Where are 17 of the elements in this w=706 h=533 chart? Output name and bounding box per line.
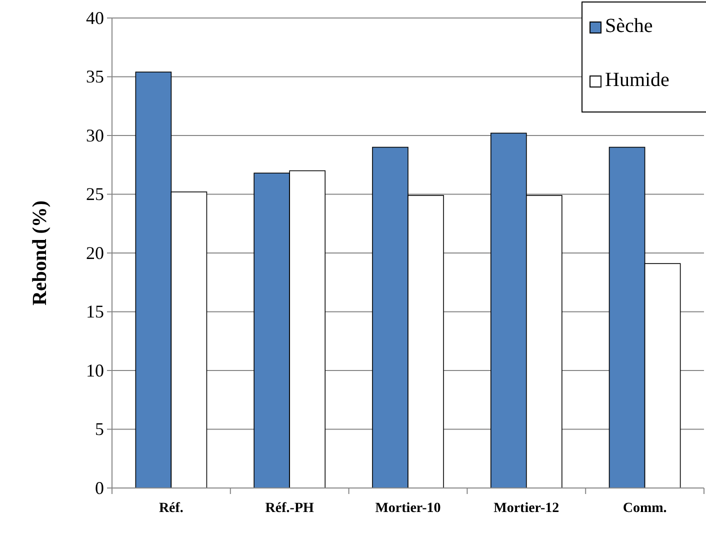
x-tick-label: Comm. [622,501,667,516]
y-tick-label: 5 [95,419,104,440]
y-tick-label: 20 [86,242,104,263]
y-tick-label: 25 [86,184,104,204]
legend-label: Sèche [605,15,653,37]
y-axis-title: Rebond (%) [29,200,51,306]
x-tick-label: Mortier-12 [494,501,560,516]
y-tick-label: 35 [86,66,104,87]
x-tick-label: Mortier-10 [375,501,441,516]
x-tick-label: Réf. [158,501,184,516]
y-tick-label: 0 [95,478,104,498]
y-tick-label: 40 [86,8,104,28]
x-tick-label: Réf.-PH [265,501,314,516]
legend-label: Humide [605,69,670,91]
y-tick-label: 10 [86,360,104,380]
y-tick-label: 30 [86,125,104,146]
y-tick-label: 15 [86,302,104,322]
